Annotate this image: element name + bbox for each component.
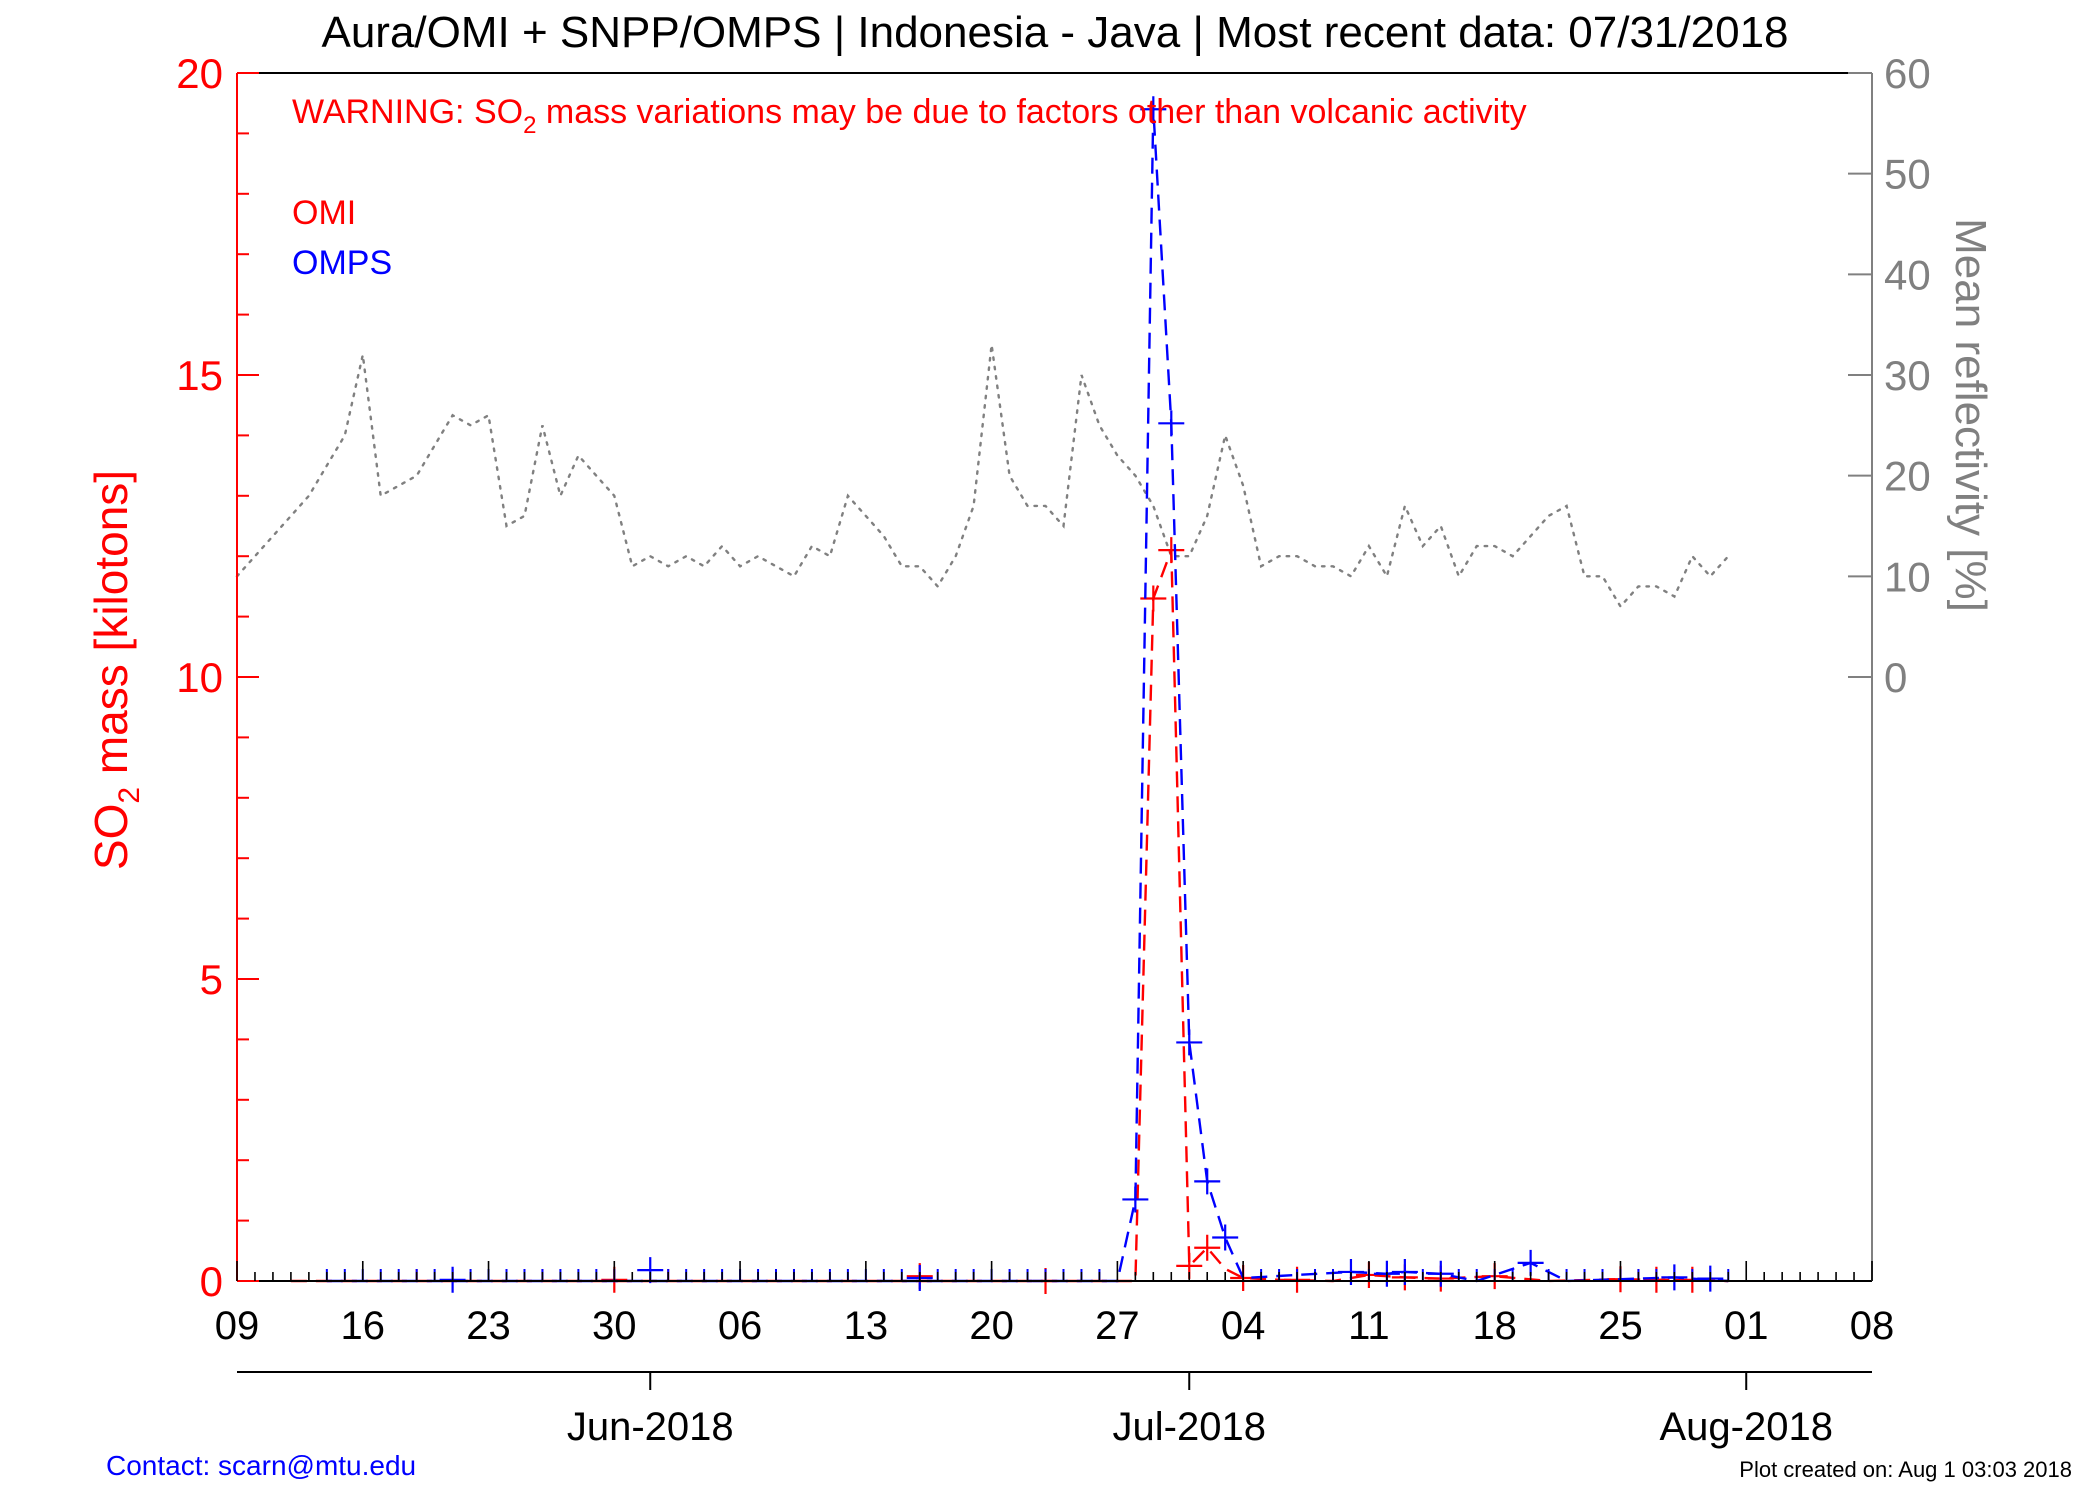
y-left-tick-label: 15	[176, 352, 223, 399]
x-tick-label: 06	[718, 1304, 763, 1348]
omps-data-point	[1140, 96, 1167, 123]
warning-annotation: WARNING: SO2 mass variations may be due …	[292, 93, 1527, 139]
footer-contact: Contact: scarn@mtu.edu	[106, 1450, 416, 1481]
omps-data-point	[1517, 1249, 1544, 1276]
series-layer	[235, 96, 1730, 1294]
y-left-tick-label: 5	[200, 956, 223, 1003]
y-right-tick-label: 40	[1884, 251, 1931, 298]
omi-data-point	[1158, 537, 1185, 564]
y-right-tick-label: 60	[1884, 50, 1931, 97]
omps-data-point	[1194, 1168, 1221, 1195]
chart-title: Aura/OMI + SNPP/OMPS | Indonesia - Java …	[321, 8, 1788, 57]
y-right-tick-label: 10	[1884, 553, 1931, 600]
omps-data-point	[1176, 1029, 1203, 1056]
x-tick-label: 25	[1598, 1304, 1643, 1348]
omps-series-line	[326, 109, 1729, 1283]
legend-entry-omi: OMI	[292, 194, 356, 232]
y-left-tick-label: 0	[200, 1258, 223, 1305]
ylabel-left-subscript: 2	[113, 787, 146, 804]
x-tick-label: 08	[1850, 1304, 1895, 1348]
omi-data-point	[1194, 1234, 1221, 1261]
omps-data-point	[1212, 1224, 1239, 1251]
x-tick-label: 30	[592, 1304, 637, 1348]
x-tick-label: 01	[1724, 1304, 1769, 1348]
y-axis-left-label: SO2 mass [kilotons]	[85, 470, 146, 870]
legend-entry-omps: OMPS	[292, 244, 392, 282]
y-right-tick-label: 30	[1884, 352, 1931, 399]
x-tick-label: 11	[1348, 1304, 1390, 1348]
y-right-tick-label: 50	[1884, 151, 1931, 198]
x-tick-label: 23	[466, 1304, 511, 1348]
ylabel-left-suffix: mass [kilotons]	[85, 470, 137, 787]
month-label: Jun-2018	[567, 1405, 734, 1449]
omps-data-point	[1122, 1186, 1149, 1213]
x-tick-label: 20	[969, 1304, 1014, 1348]
y-right-tick-label: 0	[1884, 654, 1907, 701]
month-label: Aug-2018	[1659, 1405, 1832, 1449]
warning-subscript: 2	[523, 112, 536, 139]
omps-data-point	[1158, 410, 1185, 437]
month-label: Jul-2018	[1113, 1405, 1266, 1449]
x-tick-label: 18	[1472, 1304, 1517, 1348]
warning-suffix: mass variations may be due to factors ot…	[536, 93, 1526, 131]
x-tick-label: 09	[215, 1304, 260, 1348]
ylabel-left-prefix: SO	[85, 804, 137, 870]
omi-series-line	[290, 549, 1729, 1283]
warning-prefix: WARNING: SO	[292, 93, 523, 131]
y-axis-right-label: Mean reflectivity [%]	[1946, 218, 1995, 612]
x-tick-label: 13	[844, 1304, 889, 1348]
footer-created: Plot created on: Aug 1 03:03 2018	[1739, 1457, 2072, 1482]
x-tick-label: 16	[341, 1304, 386, 1348]
x-tick-label: 04	[1221, 1304, 1266, 1348]
y-left-tick-label: 10	[176, 654, 223, 701]
y-right-tick-label: 20	[1884, 453, 1931, 500]
y-left-tick-label: 20	[176, 50, 223, 97]
x-tick-label: 27	[1095, 1304, 1140, 1348]
reflectivity-series-line	[235, 344, 1730, 609]
